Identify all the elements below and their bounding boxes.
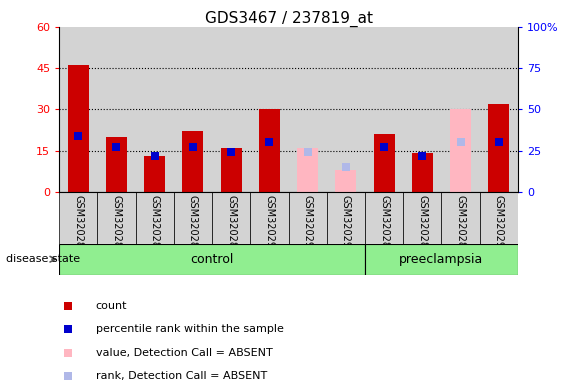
Bar [403, 192, 441, 244]
Bar [136, 192, 174, 244]
Text: GSM320292: GSM320292 [494, 195, 504, 254]
Bar [365, 27, 403, 192]
Bar [182, 131, 203, 192]
Text: disease state: disease state [6, 254, 80, 264]
Text: rank, Detection Call = ABSENT: rank, Detection Call = ABSENT [96, 371, 267, 381]
Text: GSM320284: GSM320284 [417, 195, 427, 254]
Bar [441, 27, 480, 192]
Bar [136, 27, 174, 192]
Bar [289, 27, 327, 192]
Text: GSM320282: GSM320282 [73, 195, 83, 254]
Bar [289, 192, 327, 244]
Bar [251, 27, 288, 192]
Bar [212, 192, 251, 244]
Bar [221, 148, 242, 192]
Text: GSM320291: GSM320291 [303, 195, 312, 254]
Bar [441, 192, 480, 244]
Bar [480, 27, 518, 192]
Bar [251, 192, 288, 244]
Text: value, Detection Call = ABSENT: value, Detection Call = ABSENT [96, 348, 272, 358]
Text: GSM320288: GSM320288 [455, 195, 466, 254]
Bar [412, 154, 433, 192]
Bar [488, 104, 510, 192]
Bar [365, 192, 403, 244]
Text: control: control [190, 253, 234, 266]
Text: GSM320285: GSM320285 [111, 195, 122, 254]
Bar [59, 27, 97, 192]
Bar [97, 27, 136, 192]
Bar [480, 192, 518, 244]
Bar [174, 27, 212, 192]
Bar [450, 109, 471, 192]
Bar [297, 148, 318, 192]
Text: percentile rank within the sample: percentile rank within the sample [96, 324, 284, 334]
Bar [403, 27, 441, 192]
Text: GSM320283: GSM320283 [379, 195, 389, 254]
Text: GSM320286: GSM320286 [150, 195, 160, 254]
Bar [336, 170, 356, 192]
Bar [59, 192, 97, 244]
Title: GDS3467 / 237819_at: GDS3467 / 237819_at [204, 11, 373, 27]
Bar [174, 192, 212, 244]
Bar [68, 65, 89, 192]
Bar [97, 192, 136, 244]
Bar [374, 134, 395, 192]
Text: preeclampsia: preeclampsia [399, 253, 484, 266]
Bar [259, 109, 280, 192]
Bar [327, 192, 365, 244]
Bar [327, 27, 365, 192]
Text: GSM320293: GSM320293 [341, 195, 351, 254]
Bar [365, 244, 518, 275]
Text: count: count [96, 301, 127, 311]
Bar [106, 137, 127, 192]
Bar [144, 156, 165, 192]
Bar [212, 27, 251, 192]
Text: GSM320287: GSM320287 [188, 195, 198, 254]
Bar [59, 244, 365, 275]
Text: GSM320289: GSM320289 [226, 195, 236, 254]
Text: GSM320290: GSM320290 [265, 195, 274, 254]
